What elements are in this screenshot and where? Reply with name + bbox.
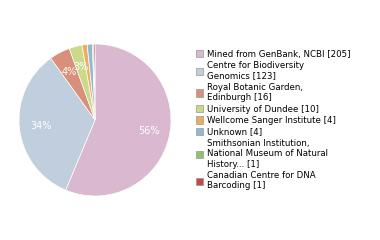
Text: 3%: 3% (73, 62, 89, 72)
Text: 56%: 56% (138, 126, 159, 136)
Wedge shape (66, 44, 171, 196)
Wedge shape (94, 44, 95, 120)
Wedge shape (92, 44, 95, 120)
Wedge shape (19, 58, 95, 190)
Wedge shape (82, 44, 95, 120)
Legend: Mined from GenBank, NCBI [205], Centre for Biodiversity
Genomics [123], Royal Bo: Mined from GenBank, NCBI [205], Centre f… (194, 48, 352, 192)
Wedge shape (69, 45, 95, 120)
Text: 4%: 4% (62, 66, 77, 77)
Text: 34%: 34% (30, 121, 51, 131)
Wedge shape (87, 44, 95, 120)
Wedge shape (51, 48, 95, 120)
